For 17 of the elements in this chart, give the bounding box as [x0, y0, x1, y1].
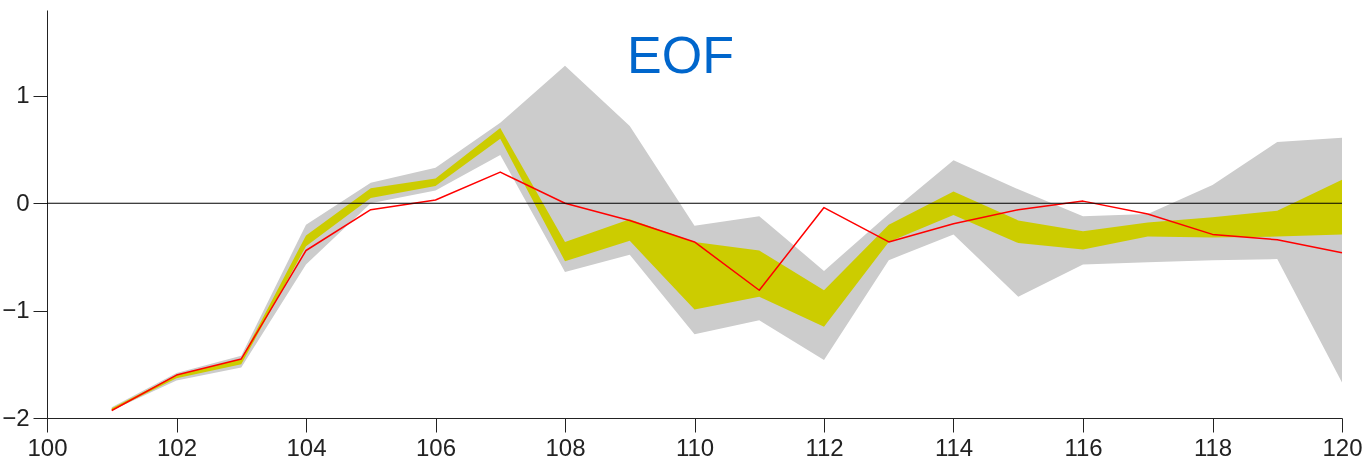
x-tick-label: 100	[27, 433, 68, 461]
x-tick-label: 118	[1193, 433, 1233, 461]
x-tick-label: 120	[1322, 433, 1363, 461]
x-tick-label: 114	[934, 433, 974, 461]
y-tick-label: −1	[2, 296, 30, 324]
x-tick-label: 104	[286, 433, 327, 461]
x-tick-label: 112	[805, 433, 844, 461]
x-tick-label: 108	[545, 433, 586, 461]
x-tick-label: 106	[415, 433, 457, 461]
x-tick-label: 116	[1064, 433, 1103, 461]
x-tick-label: 102	[156, 433, 198, 461]
y-tick-label: 0	[16, 188, 30, 216]
y-tick-label: −2	[2, 403, 30, 431]
line-series	[111, 171, 1343, 412]
y-tick-label: 1	[16, 81, 30, 109]
chart-title: EOF	[627, 26, 734, 84]
x-tick-label: 110	[675, 433, 715, 461]
